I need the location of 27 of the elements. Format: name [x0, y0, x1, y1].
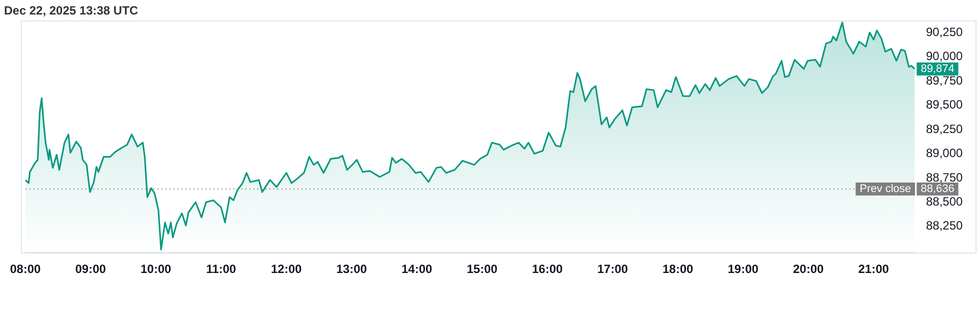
y-tick-label: 89,250 [926, 122, 964, 136]
x-tick-label: 10:00 [140, 262, 172, 276]
x-tick-label: 11:00 [206, 262, 236, 276]
y-tick-label: 90,250 [926, 24, 964, 39]
ref-line-label: Prev close [860, 183, 912, 196]
y-tick-label: 89,500 [926, 98, 964, 112]
y-tick-label: 90,000 [926, 49, 964, 64]
y-tick-label: 89,750 [926, 73, 964, 88]
x-tick-label: 12:00 [270, 262, 302, 276]
x-tick-label: 13:00 [336, 262, 368, 276]
annotation: 89,874 [920, 63, 954, 76]
x-tick-label: 14:00 [401, 262, 433, 276]
chart-title: Dec 22, 2025 13:38 UTC [4, 4, 138, 18]
x-tick-label: 18:00 [662, 262, 694, 276]
y-tick-label: 88,750 [926, 170, 964, 184]
x-tick-label: 09:00 [75, 262, 106, 276]
x-tick-label: 21:00 [858, 262, 890, 276]
x-tick-label: 16:00 [532, 262, 564, 276]
x-tick-label: 20:00 [792, 262, 824, 276]
y-tick-label: 88,250 [926, 218, 964, 233]
y-tick-label: 89,000 [926, 146, 964, 160]
x-tick-label: 19:00 [728, 262, 759, 276]
x-tick-label: 15:00 [466, 262, 498, 276]
y-tick-label: 88,500 [926, 194, 964, 208]
x-tick-label: 08:00 [10, 262, 42, 276]
annotation: 88,636 [920, 183, 954, 196]
x-tick-label: 17:00 [597, 262, 628, 276]
